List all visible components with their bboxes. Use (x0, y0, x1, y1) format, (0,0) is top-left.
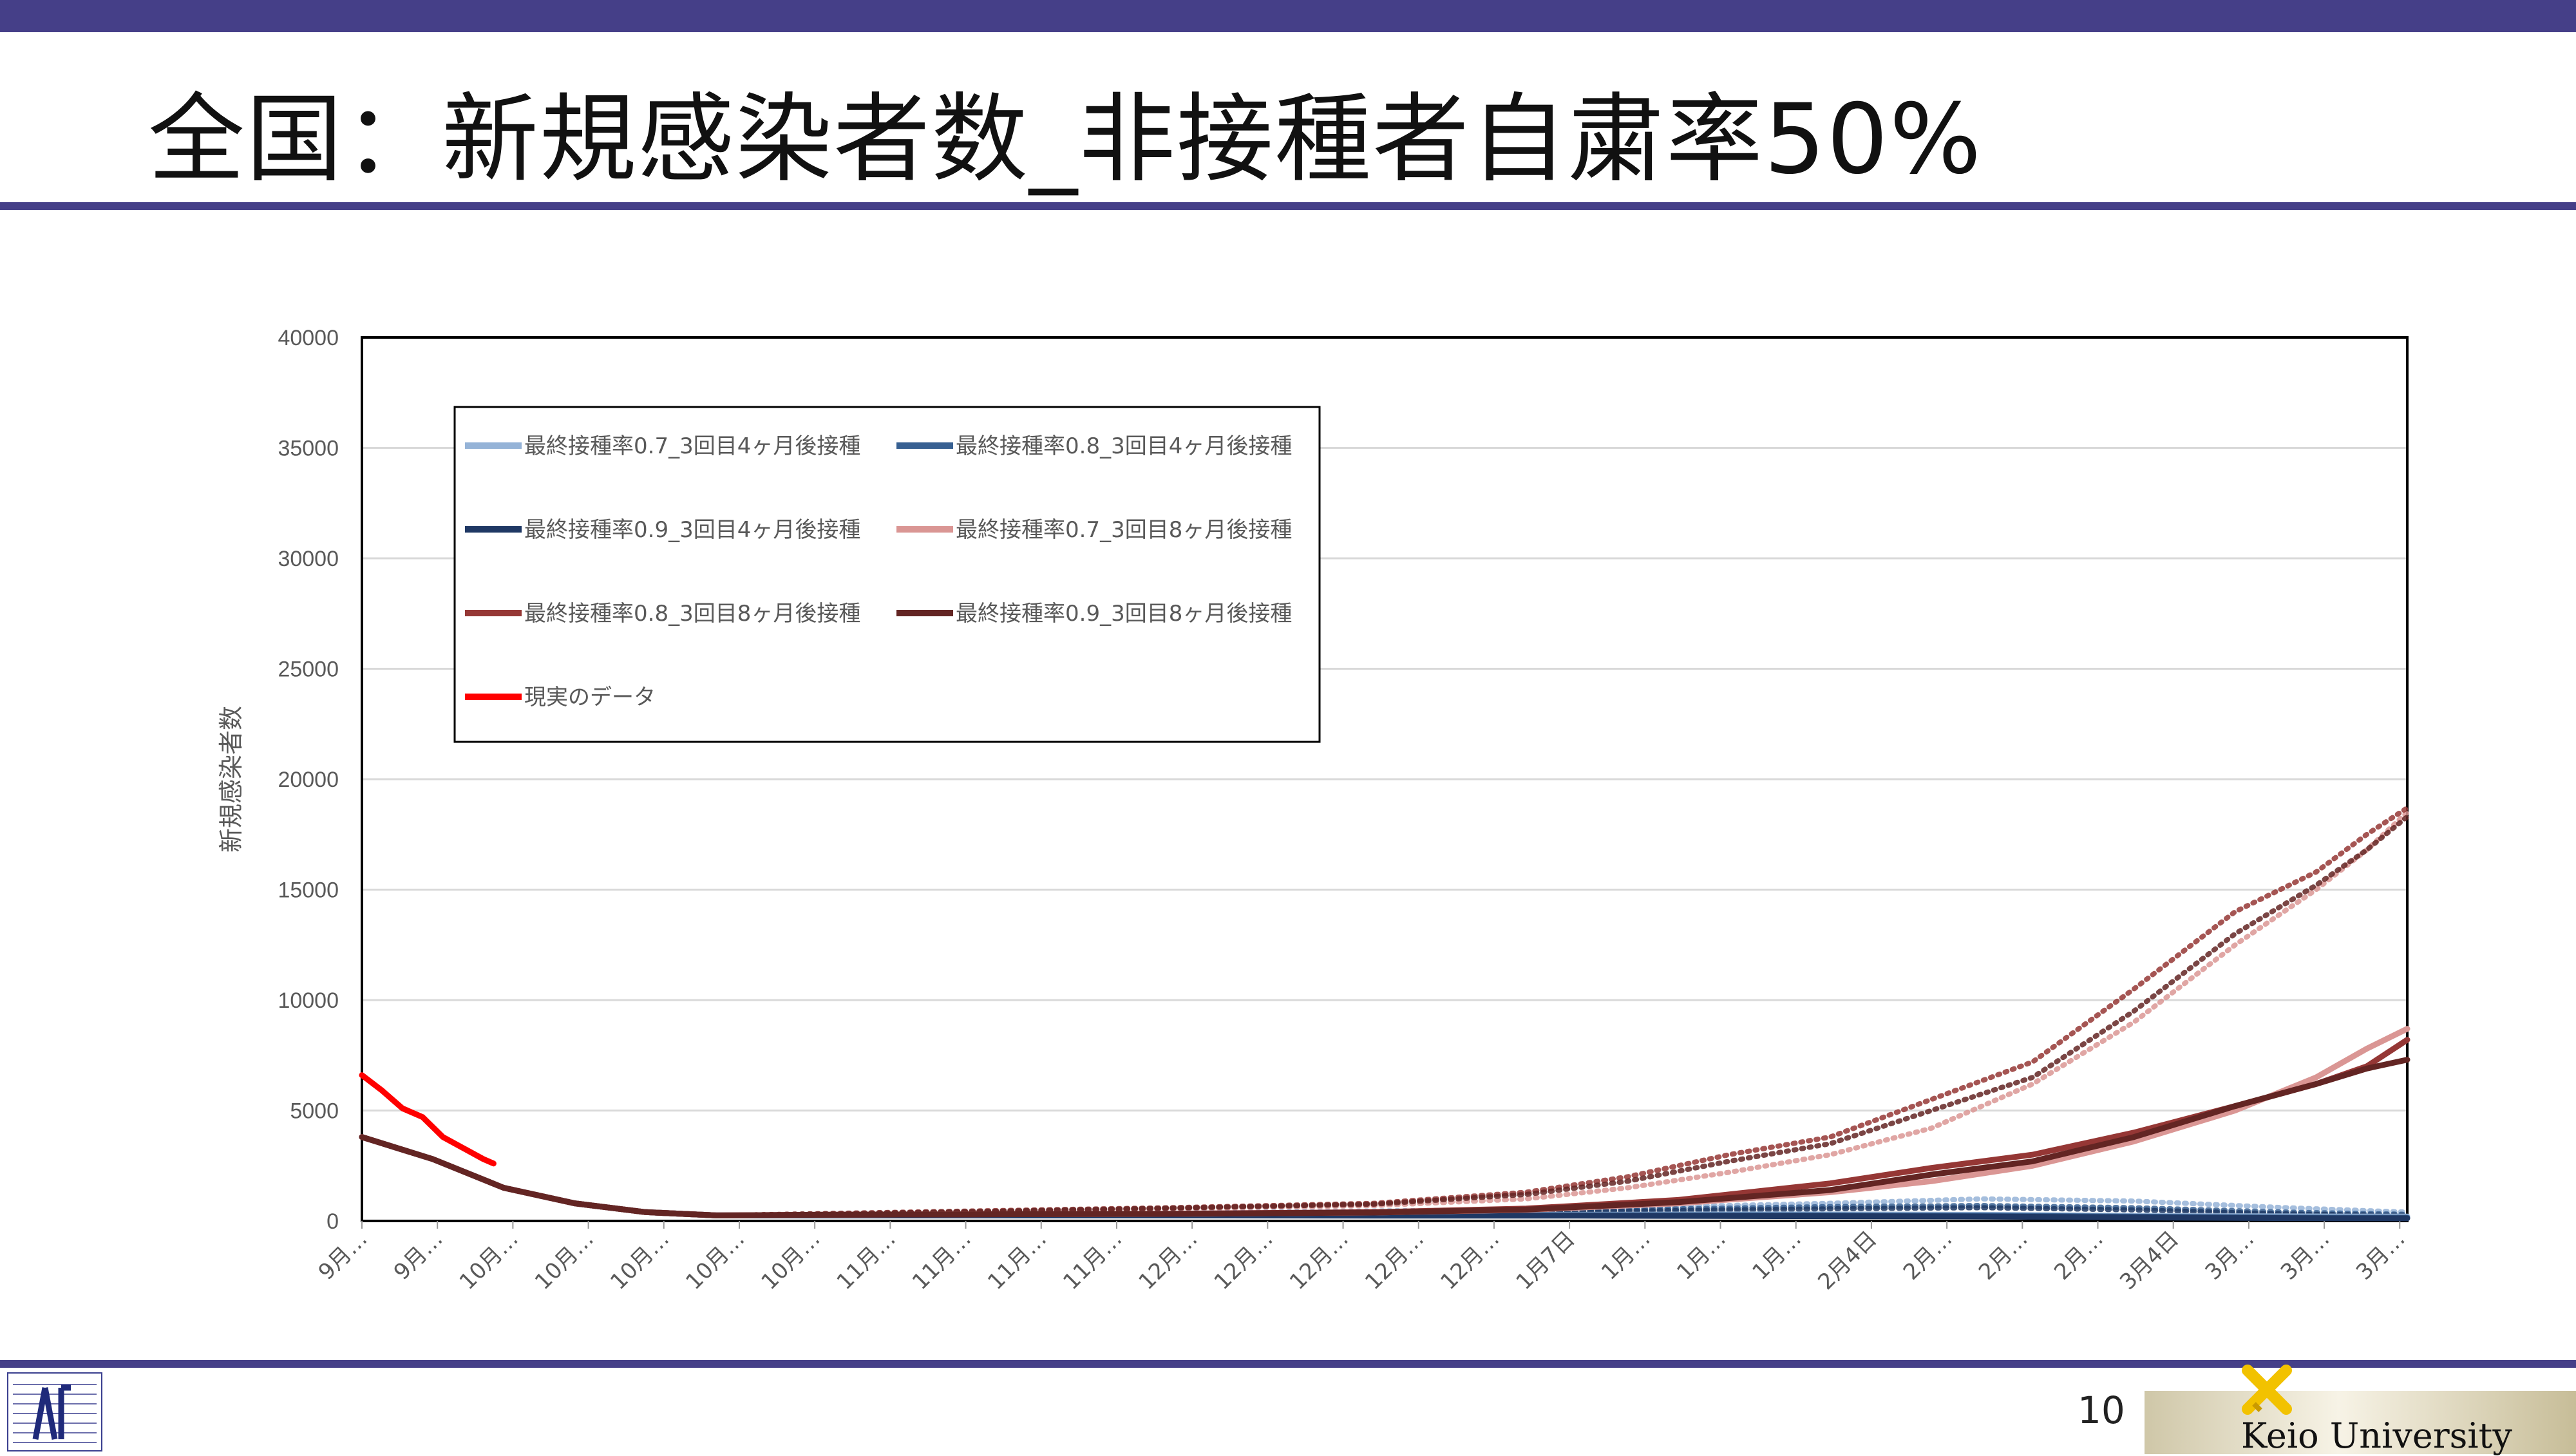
x-tick-label: 12月… (1209, 1226, 1278, 1295)
y-tick-label: 10000 (278, 988, 339, 1013)
x-tick-label: 10月… (757, 1226, 826, 1295)
x-tick-label: 1月… (1672, 1226, 1731, 1285)
x-tick-label: 3月… (2351, 1226, 2410, 1285)
y-axis-label: 新規感染者数 (217, 706, 245, 853)
legend-label: 最終接種率0.7_3回目8ヶ月後接種 (956, 517, 1292, 543)
legend-label: 最終接種率0.7_3回目4ヶ月後接種 (524, 433, 860, 459)
series-line-dotted (714, 809, 2410, 1218)
legend-label: 最終接種率0.8_3回目8ヶ月後接種 (524, 601, 860, 627)
legend-label: 最終接種率0.8_3回目4ヶ月後接種 (956, 433, 1292, 459)
x-tick-label: 9月… (389, 1226, 448, 1285)
title-divider (0, 202, 2576, 210)
x-tick-label: 12月… (1285, 1226, 1354, 1295)
y-tick-label: 0 (327, 1209, 339, 1234)
x-tick-label: 10月… (605, 1226, 674, 1295)
x-tick-label: 11月… (1058, 1226, 1127, 1295)
page-number: 10 (2078, 1388, 2125, 1432)
x-tick-label: 2月… (2049, 1226, 2108, 1285)
x-tick-label: 3月… (2201, 1226, 2260, 1285)
series-line (359, 1026, 2410, 1218)
x-tick-label: 9月… (314, 1226, 373, 1285)
x-tick-label: 12月… (1360, 1226, 1429, 1295)
x-tick-label: 11月… (832, 1226, 901, 1295)
page-title: 全国：新規感染者数_非接種者自粛率50% (148, 84, 1983, 196)
legend-label: 最終接種率0.9_3回目8ヶ月後接種 (956, 601, 1292, 627)
x-tick-label: 3月4日 (2115, 1226, 2184, 1295)
y-tick-label: 5000 (290, 1099, 339, 1124)
x-tick-label: 3月… (2276, 1226, 2335, 1285)
university-banner: Keio University (2145, 1391, 2576, 1456)
x-tick-label: 2月… (1974, 1226, 2033, 1285)
x-tick-label: 1月… (1596, 1226, 1656, 1285)
y-tick-label: 20000 (278, 768, 339, 792)
plot-area (361, 336, 2409, 1222)
series-line (359, 1057, 2410, 1218)
x-tick-label: 10月… (455, 1226, 524, 1295)
x-tick-label: 2月4日 (1813, 1226, 1882, 1295)
x-tick-label: 12月… (1435, 1226, 1504, 1295)
legend-box (453, 406, 1321, 743)
x-tick-label: 12月… (1134, 1226, 1203, 1295)
y-tick-label: 30000 (278, 547, 339, 571)
x-tick-label: 2月… (1899, 1226, 1958, 1285)
y-tick-label: 35000 (278, 437, 339, 461)
pen-emblem-icon (2242, 1365, 2292, 1415)
legend-label: 現実のデータ (524, 685, 656, 710)
x-tick-label: 1月7日 (1511, 1226, 1580, 1295)
series-line (359, 1037, 2410, 1218)
series-line (359, 1072, 497, 1167)
x-tick-label: 1月… (1747, 1226, 1806, 1285)
x-tick-label: 10月… (530, 1226, 599, 1295)
y-tick-label: 40000 (278, 326, 339, 350)
x-tick-label: 11月… (983, 1226, 1052, 1295)
y-tick-label: 15000 (278, 878, 339, 903)
series-line-dotted (714, 805, 2410, 1218)
lab-logo-icon (7, 1372, 102, 1451)
footer-divider (0, 1360, 2576, 1368)
x-tick-label: 11月… (907, 1226, 976, 1295)
university-label: Keio University (2241, 1415, 2512, 1456)
top-accent-bar (0, 0, 2576, 32)
y-tick-label: 25000 (278, 657, 339, 682)
series-line-dotted (714, 814, 2410, 1218)
x-tick-label: 10月… (681, 1226, 750, 1295)
legend-label: 最終接種率0.9_3回目4ヶ月後接種 (524, 517, 860, 543)
